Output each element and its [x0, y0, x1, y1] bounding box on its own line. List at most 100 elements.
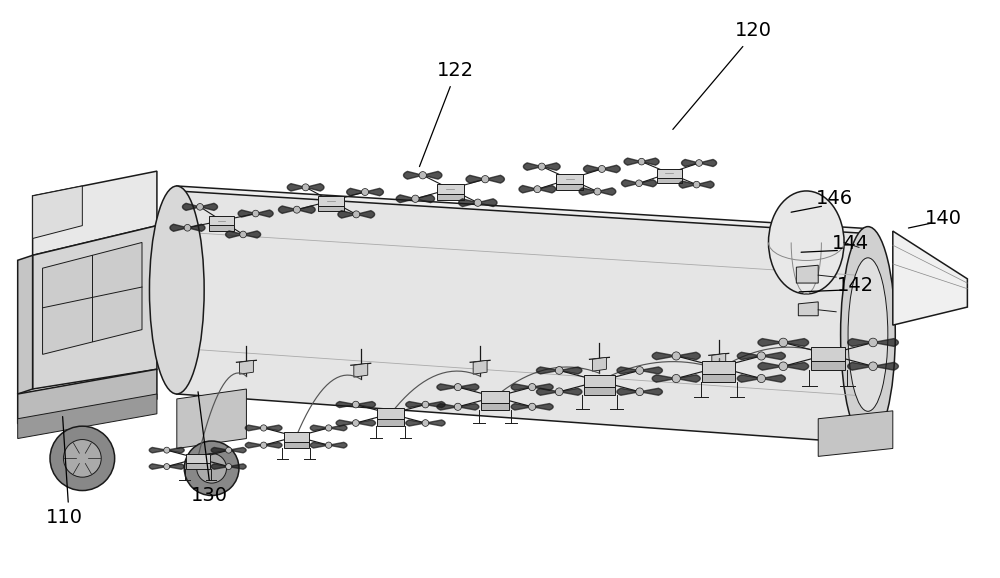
- Ellipse shape: [769, 191, 844, 294]
- Text: 142: 142: [836, 276, 874, 295]
- Polygon shape: [358, 402, 375, 407]
- Polygon shape: [604, 165, 620, 173]
- Polygon shape: [712, 353, 726, 367]
- Polygon shape: [679, 181, 694, 188]
- Polygon shape: [427, 402, 445, 407]
- Polygon shape: [737, 352, 759, 360]
- Polygon shape: [33, 171, 157, 255]
- Circle shape: [757, 375, 765, 383]
- Polygon shape: [406, 402, 423, 407]
- Polygon shape: [239, 360, 253, 374]
- Circle shape: [226, 447, 232, 453]
- Circle shape: [482, 176, 489, 183]
- Text: 122: 122: [437, 61, 474, 80]
- Circle shape: [419, 172, 426, 179]
- Polygon shape: [652, 375, 674, 382]
- Circle shape: [353, 211, 360, 218]
- Polygon shape: [617, 388, 637, 395]
- Polygon shape: [641, 180, 657, 187]
- Polygon shape: [702, 374, 735, 382]
- Polygon shape: [519, 186, 535, 193]
- Polygon shape: [556, 175, 583, 184]
- Polygon shape: [644, 158, 659, 165]
- Polygon shape: [367, 188, 383, 196]
- Polygon shape: [600, 188, 616, 195]
- Polygon shape: [168, 447, 184, 453]
- Text: 120: 120: [735, 21, 772, 40]
- Polygon shape: [642, 367, 662, 374]
- Polygon shape: [211, 464, 227, 469]
- Polygon shape: [211, 447, 227, 453]
- Ellipse shape: [149, 186, 204, 394]
- Circle shape: [555, 388, 563, 395]
- Text: 146: 146: [816, 190, 853, 209]
- Polygon shape: [702, 361, 735, 374]
- Polygon shape: [202, 203, 217, 210]
- Circle shape: [696, 160, 702, 166]
- Polygon shape: [657, 169, 682, 177]
- Polygon shape: [226, 231, 241, 238]
- Polygon shape: [318, 206, 344, 212]
- Circle shape: [352, 420, 359, 427]
- Polygon shape: [170, 224, 185, 231]
- Polygon shape: [330, 425, 347, 431]
- Circle shape: [197, 203, 203, 210]
- Polygon shape: [149, 447, 165, 453]
- Polygon shape: [168, 464, 184, 469]
- Polygon shape: [876, 362, 898, 370]
- Polygon shape: [848, 362, 871, 370]
- Polygon shape: [396, 195, 413, 203]
- Polygon shape: [758, 362, 781, 370]
- Polygon shape: [358, 420, 375, 426]
- Circle shape: [636, 388, 644, 395]
- Polygon shape: [437, 194, 464, 200]
- Circle shape: [326, 425, 332, 431]
- Polygon shape: [848, 339, 871, 346]
- Ellipse shape: [184, 441, 239, 495]
- Circle shape: [422, 401, 429, 408]
- Polygon shape: [186, 454, 210, 463]
- Text: 110: 110: [46, 508, 83, 527]
- Polygon shape: [186, 463, 210, 469]
- Polygon shape: [584, 375, 615, 387]
- Polygon shape: [579, 188, 595, 195]
- Polygon shape: [33, 186, 82, 239]
- Polygon shape: [310, 442, 327, 448]
- Polygon shape: [318, 196, 344, 206]
- Polygon shape: [876, 339, 898, 346]
- Polygon shape: [466, 175, 483, 183]
- Polygon shape: [258, 210, 273, 217]
- Polygon shape: [540, 186, 556, 193]
- Polygon shape: [556, 184, 583, 190]
- Polygon shape: [818, 411, 893, 457]
- Polygon shape: [245, 425, 262, 431]
- Polygon shape: [624, 158, 639, 165]
- Ellipse shape: [841, 227, 895, 443]
- Circle shape: [598, 165, 605, 172]
- Circle shape: [757, 352, 765, 360]
- Polygon shape: [404, 172, 420, 179]
- Circle shape: [252, 210, 259, 217]
- Polygon shape: [811, 347, 845, 361]
- Polygon shape: [427, 420, 445, 426]
- Text: 140: 140: [925, 209, 962, 228]
- Circle shape: [636, 180, 642, 187]
- Polygon shape: [18, 394, 157, 439]
- Polygon shape: [699, 181, 714, 188]
- Polygon shape: [617, 367, 637, 374]
- Polygon shape: [182, 203, 198, 210]
- Polygon shape: [758, 339, 781, 346]
- Circle shape: [164, 464, 170, 469]
- Polygon shape: [893, 231, 967, 325]
- Polygon shape: [534, 403, 553, 410]
- Ellipse shape: [63, 439, 101, 477]
- Circle shape: [594, 188, 601, 195]
- Polygon shape: [657, 177, 682, 183]
- Circle shape: [538, 163, 545, 170]
- Polygon shape: [279, 206, 295, 213]
- Polygon shape: [308, 184, 324, 191]
- Circle shape: [672, 375, 680, 383]
- Polygon shape: [33, 225, 157, 389]
- Polygon shape: [537, 388, 557, 395]
- Circle shape: [422, 420, 429, 427]
